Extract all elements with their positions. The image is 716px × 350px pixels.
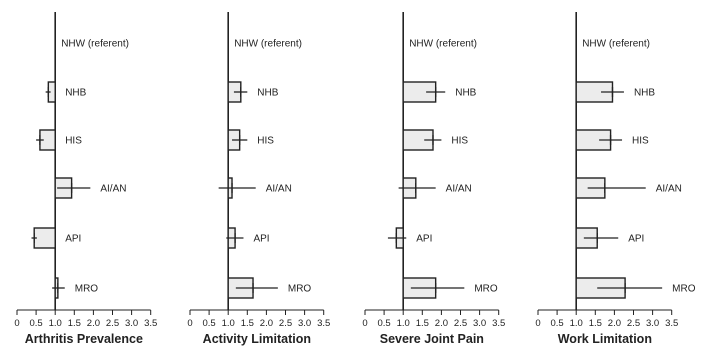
category-label: NHB <box>455 88 476 99</box>
category-label: HIS <box>65 136 82 147</box>
category-label: AI/AN <box>100 184 126 195</box>
category-label: MRO <box>75 284 99 295</box>
category-label: MRO <box>474 284 498 295</box>
chart-title: Arthritis Prevalence <box>25 332 143 346</box>
category-label: HIS <box>257 136 274 147</box>
bar <box>33 227 56 249</box>
category-label: NHB <box>65 88 86 99</box>
x-tick-label: 1.5 <box>68 318 81 329</box>
x-tick-label: 2.5 <box>454 318 467 329</box>
category-label: NHW (referent) <box>409 39 477 50</box>
x-tick-label: 1.0 <box>570 318 583 329</box>
x-tick-label: 2.5 <box>627 318 640 329</box>
category-label: NHB <box>257 88 278 99</box>
category-label: NHW (referent) <box>234 39 302 50</box>
chart-panel-4: 0 0.5 1.0 1.5 2.0 2.5 3.0 3.5 NHW (referent) NHB H… <box>535 12 696 346</box>
x-tick-label: 2.0 <box>608 318 621 329</box>
category-label: NHB <box>634 88 655 99</box>
x-tick-label: 0 <box>14 318 19 329</box>
category-label: AI/AN <box>656 184 682 195</box>
x-tick-label: 3.5 <box>665 318 678 329</box>
x-tick-label: 3.0 <box>298 318 311 329</box>
x-tick-label: 3.0 <box>473 318 486 329</box>
category-label: API <box>253 234 269 245</box>
category-label: AI/AN <box>266 184 292 195</box>
x-tick-label: 3.5 <box>317 318 330 329</box>
x-tick-label: 0 <box>535 318 540 329</box>
chart-title: Activity Limitation <box>203 332 311 346</box>
x-tick-label: 1.0 <box>397 318 410 329</box>
x-tick-label: 0 <box>362 318 367 329</box>
x-tick-label: 1.5 <box>416 318 429 329</box>
category-label: HIS <box>451 136 468 147</box>
x-tick-label: 0.5 <box>377 318 390 329</box>
category-label: NHW (referent) <box>582 39 650 50</box>
x-tick-label: 1.5 <box>589 318 602 329</box>
x-tick-label: 0 <box>187 318 192 329</box>
category-label: API <box>65 234 81 245</box>
x-tick-label: 3.5 <box>144 318 157 329</box>
x-tick-label: 0.5 <box>550 318 563 329</box>
chart-panel-3: 0 0.5 1.0 1.5 2.0 2.5 3.0 3.5 NHW (referent) NHB H… <box>362 12 505 346</box>
x-tick-label: 3.0 <box>646 318 659 329</box>
x-tick-label: 2.0 <box>260 318 273 329</box>
chart-title: Work Limitation <box>558 332 652 346</box>
x-tick-label: 2.5 <box>106 318 119 329</box>
x-tick-label: 2.0 <box>87 318 100 329</box>
x-tick-label: 1.0 <box>49 318 62 329</box>
x-tick-label: 2.0 <box>435 318 448 329</box>
category-label: API <box>628 234 644 245</box>
x-tick-label: 1.0 <box>222 318 235 329</box>
category-label: MRO <box>672 284 696 295</box>
category-label: API <box>416 234 432 245</box>
x-tick-label: 0.5 <box>202 318 215 329</box>
category-label: MRO <box>288 284 312 295</box>
x-tick-label: 3.5 <box>492 318 505 329</box>
x-tick-label: 0.5 <box>29 318 42 329</box>
chart-title: Severe Joint Pain <box>380 332 484 346</box>
x-tick-label: 2.5 <box>279 318 292 329</box>
chart-panel-2: 0 0.5 1.0 1.5 2.0 2.5 3.0 3.5 NHW (referent) NHB H… <box>187 12 330 346</box>
x-tick-label: 1.5 <box>241 318 254 329</box>
category-label: AI/AN <box>446 184 472 195</box>
x-tick-label: 3.0 <box>125 318 138 329</box>
chart-panel-1: 0 0.5 1.0 1.5 2.0 2.5 3.0 3.5 NHW (referent) NHB H… <box>14 12 157 346</box>
category-label: NHW (referent) <box>61 39 129 50</box>
category-label: HIS <box>632 136 649 147</box>
